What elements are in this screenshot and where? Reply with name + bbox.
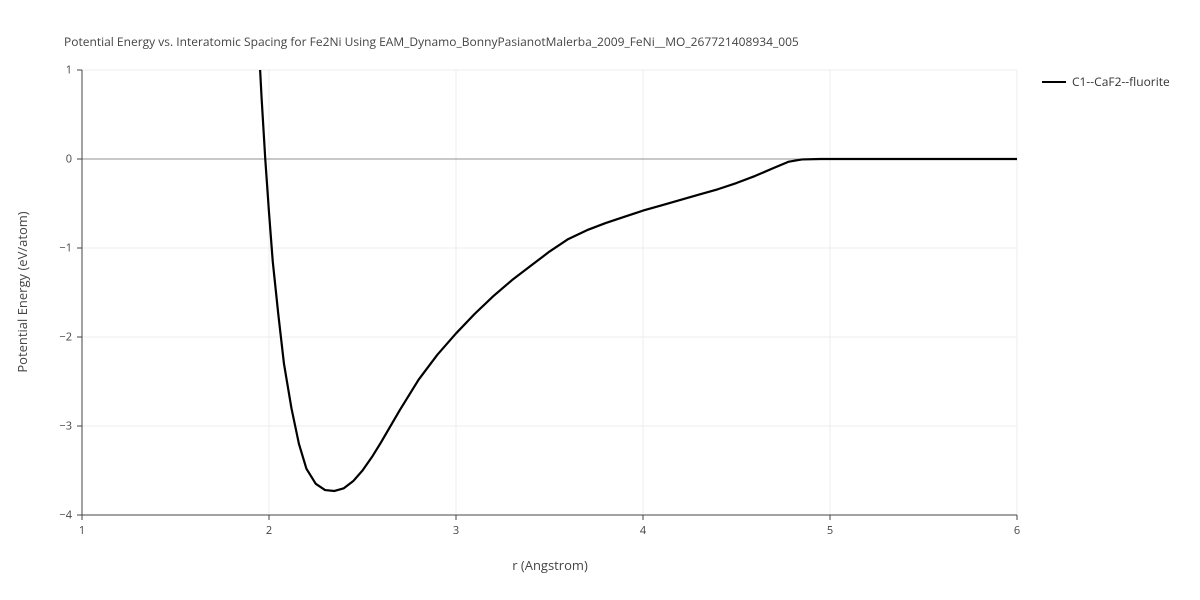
- x-tick-label: 5: [827, 523, 833, 538]
- x-tick-label: 3: [453, 523, 459, 538]
- y-tick-label: 0: [66, 152, 72, 167]
- plot-area[interactable]: [82, 70, 1017, 515]
- y-tick-label: −3: [59, 419, 72, 434]
- legend-swatch: [1042, 81, 1066, 83]
- y-tick-label: −2: [59, 330, 72, 345]
- y-tick-label: 1: [66, 63, 72, 78]
- x-tick-label: 4: [640, 523, 646, 538]
- y-tick-label: −1: [59, 241, 72, 256]
- x-tick-label: 1: [79, 523, 85, 538]
- legend[interactable]: C1--CaF2--fluorite: [1042, 73, 1170, 90]
- x-tick-label: 2: [266, 523, 272, 538]
- legend-label: C1--CaF2--fluorite: [1072, 73, 1170, 90]
- x-tick-label: 6: [1014, 523, 1020, 538]
- y-tick-label: −4: [59, 508, 72, 523]
- y-axis-label: Potential Energy (eV/atom): [13, 211, 31, 372]
- x-axis-label: r (Angstrom): [512, 556, 588, 574]
- chart-title: Potential Energy vs. Interatomic Spacing…: [64, 33, 799, 50]
